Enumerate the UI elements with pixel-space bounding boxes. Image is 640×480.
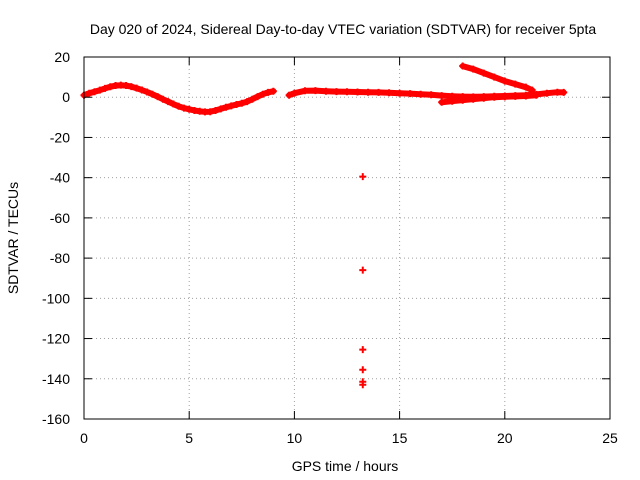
outlier-point — [359, 266, 367, 274]
main-track-point — [122, 82, 130, 90]
plot-frame — [83, 56, 611, 420]
y-tick-label: -160 — [42, 411, 70, 427]
main-track-point — [148, 90, 156, 98]
main-track-point — [169, 100, 177, 108]
main-track-point — [264, 88, 272, 96]
second-track-point — [311, 87, 319, 95]
second-track-point — [385, 89, 393, 97]
second-track-point — [354, 88, 362, 96]
outlier-point — [359, 366, 367, 374]
lower-track-point — [480, 94, 488, 102]
y-tick-label: 0 — [62, 89, 70, 105]
main-track-point — [206, 108, 214, 116]
second-track-point — [396, 89, 404, 97]
main-track-point — [106, 83, 114, 91]
main-track-point — [164, 98, 172, 106]
diagonal-track-point — [501, 77, 509, 85]
x-tick-label: 10 — [287, 430, 303, 446]
second-track-point — [375, 88, 383, 96]
diagonal-track-point — [469, 65, 477, 73]
main-track-point — [259, 90, 267, 98]
main-track-point — [127, 83, 135, 91]
diagonal-track-point — [511, 80, 519, 88]
lower-track-band — [438, 92, 540, 106]
main-track-point — [222, 103, 230, 111]
lower-track-point — [532, 91, 540, 99]
main-track-point — [138, 86, 146, 94]
lower-track-point — [501, 93, 509, 101]
second-track-point — [553, 88, 561, 96]
main-track-point — [269, 87, 277, 95]
y-tick-label: -100 — [42, 290, 70, 306]
y-axis-ticks: -160 -140 -120 -100 -80 -60 -40 -20 0 20 — [42, 49, 610, 427]
main-track-point — [143, 88, 151, 96]
x-tick-label: 25 — [602, 430, 618, 446]
main-track-point — [243, 98, 251, 106]
main-track-point — [185, 105, 193, 113]
main-track-point — [233, 100, 241, 108]
diagonal-track-point — [522, 83, 530, 91]
y-tick-label: -120 — [42, 331, 70, 347]
main-track-point — [238, 99, 246, 107]
main-track-point — [101, 84, 109, 92]
main-track-point — [254, 93, 262, 101]
lower-track-point — [469, 95, 477, 103]
y-tick-label: -20 — [50, 129, 70, 145]
second-track-point — [343, 88, 351, 96]
second-track-point — [332, 88, 340, 96]
lower-track-point — [522, 92, 530, 100]
y-tick-label: -60 — [50, 210, 70, 226]
main-track-point — [227, 102, 235, 110]
second-track-point — [364, 88, 372, 96]
outlier-point — [359, 173, 367, 181]
main-track-point — [248, 95, 256, 103]
main-track-point — [212, 106, 219, 114]
y-tick-label: -80 — [50, 250, 70, 266]
second-track-point — [285, 91, 293, 99]
x-axis-ticks: 0 5 10 15 20 25 — [80, 57, 618, 446]
second-track-point — [417, 90, 425, 98]
second-track-point — [560, 88, 568, 96]
outlier-point — [359, 346, 367, 354]
y-tick-label: -140 — [42, 371, 70, 387]
second-track-point — [322, 87, 330, 95]
second-track-point — [406, 90, 414, 98]
x-tick-label: 15 — [392, 430, 408, 446]
main-track-point — [175, 102, 183, 110]
diagonal-track-point — [490, 73, 498, 81]
lower-track-point — [438, 98, 446, 106]
lower-track-point — [490, 93, 498, 101]
diagonal-track-point — [480, 69, 488, 77]
main-track-point — [91, 88, 99, 96]
main-track-point — [180, 104, 188, 112]
second-track-point — [301, 87, 309, 95]
x-axis-label: GPS time / hours — [292, 458, 399, 474]
second-track-point — [290, 89, 298, 97]
lower-track-point — [459, 96, 467, 104]
main-track-point — [154, 93, 162, 101]
x-tick-label: 0 — [80, 430, 88, 446]
main-track-point — [133, 84, 141, 92]
second-track-point — [543, 89, 551, 97]
main-track-point — [217, 105, 225, 113]
x-tick-label: 20 — [497, 430, 513, 446]
main-track-point — [96, 86, 104, 94]
diagonal-track-point — [459, 62, 467, 70]
lower-track-point — [448, 97, 456, 105]
plot-points — [80, 62, 568, 389]
main-track-point — [85, 89, 93, 97]
y-tick-label: -40 — [50, 170, 70, 186]
y-tick-label: 20 — [54, 49, 70, 65]
grid — [84, 57, 610, 419]
main-track-point — [159, 95, 167, 103]
chart-title: Day 020 of 2024, Sidereal Day-to-day VTE… — [90, 21, 597, 37]
second-track-point — [438, 92, 446, 100]
second-track-point — [427, 91, 435, 99]
x-tick-label: 5 — [185, 430, 193, 446]
outlier-point — [359, 381, 367, 389]
y-axis-label: SDTVAR / TECUs — [5, 182, 21, 294]
lower-track-point — [511, 92, 519, 100]
